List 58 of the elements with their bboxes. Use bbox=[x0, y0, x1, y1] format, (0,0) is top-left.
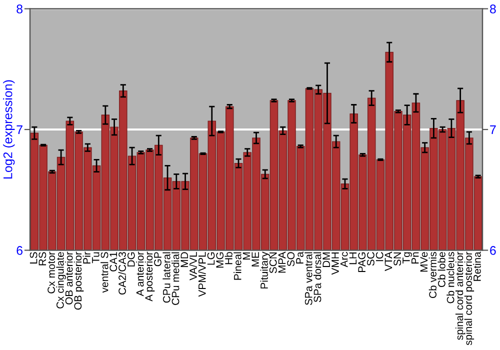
x-tick-label: Pir bbox=[82, 252, 90, 264]
x-tick-label: SN bbox=[394, 252, 402, 266]
x-tick-label: VTA bbox=[384, 252, 392, 272]
y-tick-label: 8 bbox=[16, 4, 23, 14]
x-tick-label: MD bbox=[180, 252, 188, 267]
x-tick-label: MPA bbox=[278, 252, 286, 273]
y2-tick-label: 6 bbox=[490, 246, 496, 255]
x-tick-label: SO bbox=[287, 252, 295, 266]
x-tick-label: CA2/CA3 bbox=[118, 252, 126, 295]
x-tick-label: DM bbox=[322, 252, 330, 267]
x-tick-label: OB anterior bbox=[65, 252, 73, 304]
x-tick-label: GP bbox=[154, 252, 162, 266]
x-tick-label: LS bbox=[30, 252, 38, 264]
x-tick-label: SCN bbox=[269, 252, 277, 274]
x-tick-label: DG bbox=[127, 252, 135, 266]
x-tick-label: CA1 bbox=[110, 252, 118, 272]
x-tick-label: SPa dorsal bbox=[314, 252, 322, 302]
x-tick-label: A posterior bbox=[144, 252, 155, 302]
x-tick-label: ventral S bbox=[100, 252, 108, 293]
x-tick-label: PAG bbox=[358, 252, 366, 272]
x-tick-label: MG bbox=[216, 252, 224, 268]
x-tick-label: LH bbox=[349, 252, 357, 264]
x-tick-label: VA/VL bbox=[189, 252, 197, 280]
x-tick-label: Pa bbox=[296, 252, 304, 264]
x-tick-label: Cb vermis bbox=[428, 252, 436, 298]
x-tick-label: A anterior bbox=[136, 252, 144, 296]
x-tick-label: Tu bbox=[92, 252, 100, 264]
y2-tick-label: 7 bbox=[490, 125, 496, 134]
x-tick-label: RS bbox=[38, 252, 46, 266]
y-tick-label: 7 bbox=[16, 125, 22, 134]
x-tick-label: Cb nucleus bbox=[446, 252, 454, 304]
x-tick-label: Arc bbox=[340, 252, 348, 268]
x-tick-label: SPa ventral bbox=[304, 252, 312, 306]
x-tick-label: Retina bbox=[473, 252, 481, 281]
x-tick-label: VMH bbox=[332, 252, 339, 275]
x-tick-label: Pituitary bbox=[260, 252, 270, 288]
y-axis-title: Log2 (expression) bbox=[3, 80, 15, 178]
y2-tick-label: 8 bbox=[490, 4, 496, 14]
x-tick-label: Pn bbox=[411, 252, 419, 264]
x-tick-label: spinal cord posterior bbox=[464, 252, 474, 346]
x-tick-label: M bbox=[242, 252, 250, 260]
x-tick-label: LG bbox=[207, 252, 215, 265]
x-tick-label: Cb lobe bbox=[438, 252, 446, 288]
x-tick-label: spinal cord anterior bbox=[455, 252, 466, 340]
x-tick-label: Cx cingulate bbox=[56, 252, 66, 308]
x-tick-label: IC bbox=[376, 252, 384, 262]
x-tick-label: Tg bbox=[402, 252, 412, 264]
y-tick-label: 6 bbox=[16, 246, 23, 255]
x-tick-label: OB posterior bbox=[74, 252, 84, 310]
x-tick-label: VPM/VPL bbox=[198, 252, 206, 297]
x-tick-label: Pineal bbox=[234, 252, 242, 280]
x-tick-label: CPu lateral bbox=[162, 252, 170, 303]
x-tick-label: MVe bbox=[420, 252, 428, 272]
x-tick-label: CPu medial bbox=[172, 252, 180, 305]
x-tick-label: ME bbox=[252, 252, 259, 266]
x-tick-label: Cx motor bbox=[48, 252, 55, 294]
x-tick-label: SC bbox=[367, 252, 374, 266]
x-tick-label: Hb bbox=[224, 252, 232, 264]
